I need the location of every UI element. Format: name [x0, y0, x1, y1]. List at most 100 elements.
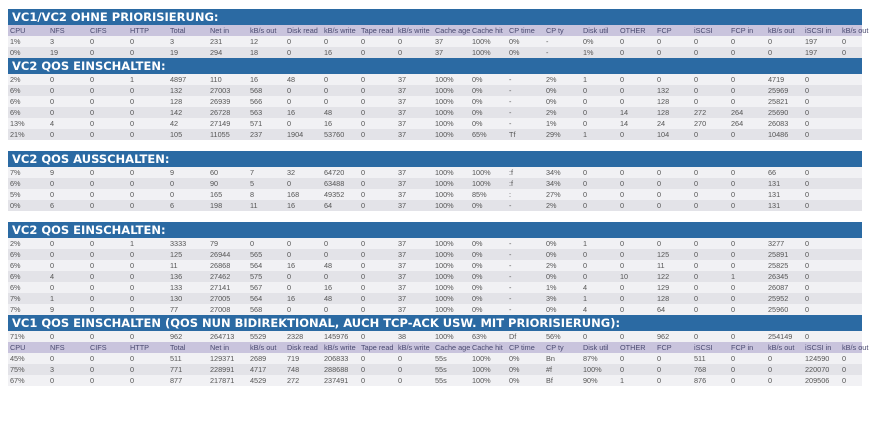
table-cell: 0 — [768, 365, 773, 374]
table-cell: 0% — [10, 201, 21, 210]
table-cell: 16 — [287, 294, 296, 303]
table-cell: 0 — [50, 354, 55, 363]
table-cell: 0% — [546, 86, 557, 95]
table-cell: 53760 — [324, 130, 345, 139]
table-cell: 0 — [324, 239, 329, 248]
table-cell: 131 — [768, 179, 781, 188]
table-cell: :f — [509, 179, 514, 188]
table-cell: 25969 — [768, 86, 789, 95]
table-cell: 0 — [130, 332, 135, 341]
table-cell: 27149 — [210, 119, 231, 128]
table-cell: 0 — [324, 75, 329, 84]
table-cell: 25952 — [768, 294, 789, 303]
table-cell: 9 — [50, 305, 55, 314]
table-cell: 0 — [50, 179, 55, 188]
table-cell: 0 — [805, 305, 810, 314]
table-cell: 55s — [435, 354, 447, 363]
table-cell: 100% — [435, 179, 454, 188]
table-row: 6% 0 0 0 11 26868 564 16 48 0 37 100% 0% - 2% 0 0 11 0 0 258… — [8, 260, 862, 271]
table-row: 0% 19 0 0 19 294 18 0 16 0 0 37 100% 0% - 1% 0 0 0 0 0 197 0 — [8, 47, 862, 58]
table-cell: 0% — [583, 37, 594, 46]
table-cell: Bn — [546, 354, 555, 363]
table-row: 7% 9 0 0 77 27008 568 0 0 0 37 100% 0% - 0% 4 0 64 0 0 25960… — [8, 304, 862, 315]
table-cell: 100% — [435, 86, 454, 95]
table-cell: 27008 — [210, 305, 231, 314]
table-cell: 0 — [805, 294, 810, 303]
table-cell: 37 — [398, 272, 407, 281]
column-header: Tape read — [361, 26, 394, 35]
table-cell: 56% — [546, 332, 561, 341]
table-cell: 0% — [472, 294, 483, 303]
table-cell: 209506 — [805, 376, 830, 385]
table-cell: 7% — [10, 168, 21, 177]
table-cell: 27462 — [210, 272, 231, 281]
table-cell: 0% — [509, 354, 520, 363]
table-cell: 568 — [250, 305, 263, 314]
table-cell: 0 — [620, 294, 625, 303]
table-cell: 48 — [324, 261, 333, 270]
table-cell: 1 — [50, 294, 55, 303]
table-cell: 0 — [731, 97, 736, 106]
table-cell: 100% — [472, 48, 491, 57]
table-cell: 0 — [768, 37, 773, 46]
table-cell: 0 — [805, 239, 810, 248]
table-cell: 0 — [657, 37, 662, 46]
table-cell: 0% — [509, 376, 520, 385]
table-row: 21% 0 0 0 105 11055 237 1904 53760 0 37 100% 65% Tf 29… — [8, 129, 862, 140]
table-cell: 0 — [620, 239, 625, 248]
table-cell: 0 — [620, 365, 625, 374]
table-cell: 130 — [170, 294, 183, 303]
column-header: NFS — [50, 26, 65, 35]
table-cell: 0 — [287, 179, 292, 188]
table-cell: 272 — [287, 376, 300, 385]
table-cell: 4 — [50, 272, 55, 281]
table-cell: - — [509, 272, 512, 281]
column-header: CP time — [509, 26, 535, 35]
table-cell: 0 — [731, 239, 736, 248]
table-cell: 100% — [583, 365, 602, 374]
table-cell: 37 — [398, 283, 407, 292]
table-cell: 1904 — [287, 130, 304, 139]
table-cell: 100% — [435, 250, 454, 259]
table-cell: 145976 — [324, 332, 349, 341]
table-cell: 4719 — [768, 75, 785, 84]
table-cell: - — [509, 75, 512, 84]
table-cell: 0 — [657, 365, 662, 374]
table-cell: 25960 — [768, 305, 789, 314]
table-cell: 132 — [657, 86, 670, 95]
table-cell: 1 — [620, 376, 625, 385]
table-cell: 0 — [694, 239, 699, 248]
table-cell: 63% — [472, 332, 487, 341]
table-cell: 1 — [583, 239, 588, 248]
table-cell: 7% — [10, 305, 21, 314]
table-cell: 27% — [546, 190, 561, 199]
table-cell: 768 — [694, 365, 707, 374]
table-cell: 0 — [620, 250, 625, 259]
table-cell: 0 — [694, 179, 699, 188]
table-cell: 131 — [768, 190, 781, 199]
table-cell: 1% — [546, 283, 557, 292]
table-cell: 0 — [324, 305, 329, 314]
table-cell: 197 — [805, 37, 818, 46]
table-cell: - — [509, 294, 512, 303]
table-cell: 37 — [435, 48, 444, 57]
table-cell: 18 — [250, 48, 259, 57]
table-cell: 0 — [50, 239, 55, 248]
table-cell: 100% — [435, 168, 454, 177]
table-cell: 100% — [435, 119, 454, 128]
table-cell: 37 — [398, 119, 407, 128]
table-cell: 0% — [472, 97, 483, 106]
table-cell: 37 — [398, 250, 407, 259]
table-cell: 0 — [90, 37, 95, 46]
table-cell: 7 — [250, 168, 255, 177]
column-header: Net in — [210, 343, 230, 352]
table-cell: - — [546, 37, 549, 46]
table-cell: 0 — [731, 294, 736, 303]
table-cell: 37 — [398, 108, 407, 117]
table-cell: 9 — [170, 168, 175, 177]
table-cell: 0 — [805, 201, 810, 210]
table-row: 71% 0 0 0 962 264713 5529 2328 145976 0 38 100% 63% D… — [8, 331, 862, 342]
table-cell: 0 — [361, 332, 366, 341]
table-cell: 0 — [287, 283, 292, 292]
table-cell: 0% — [546, 272, 557, 281]
